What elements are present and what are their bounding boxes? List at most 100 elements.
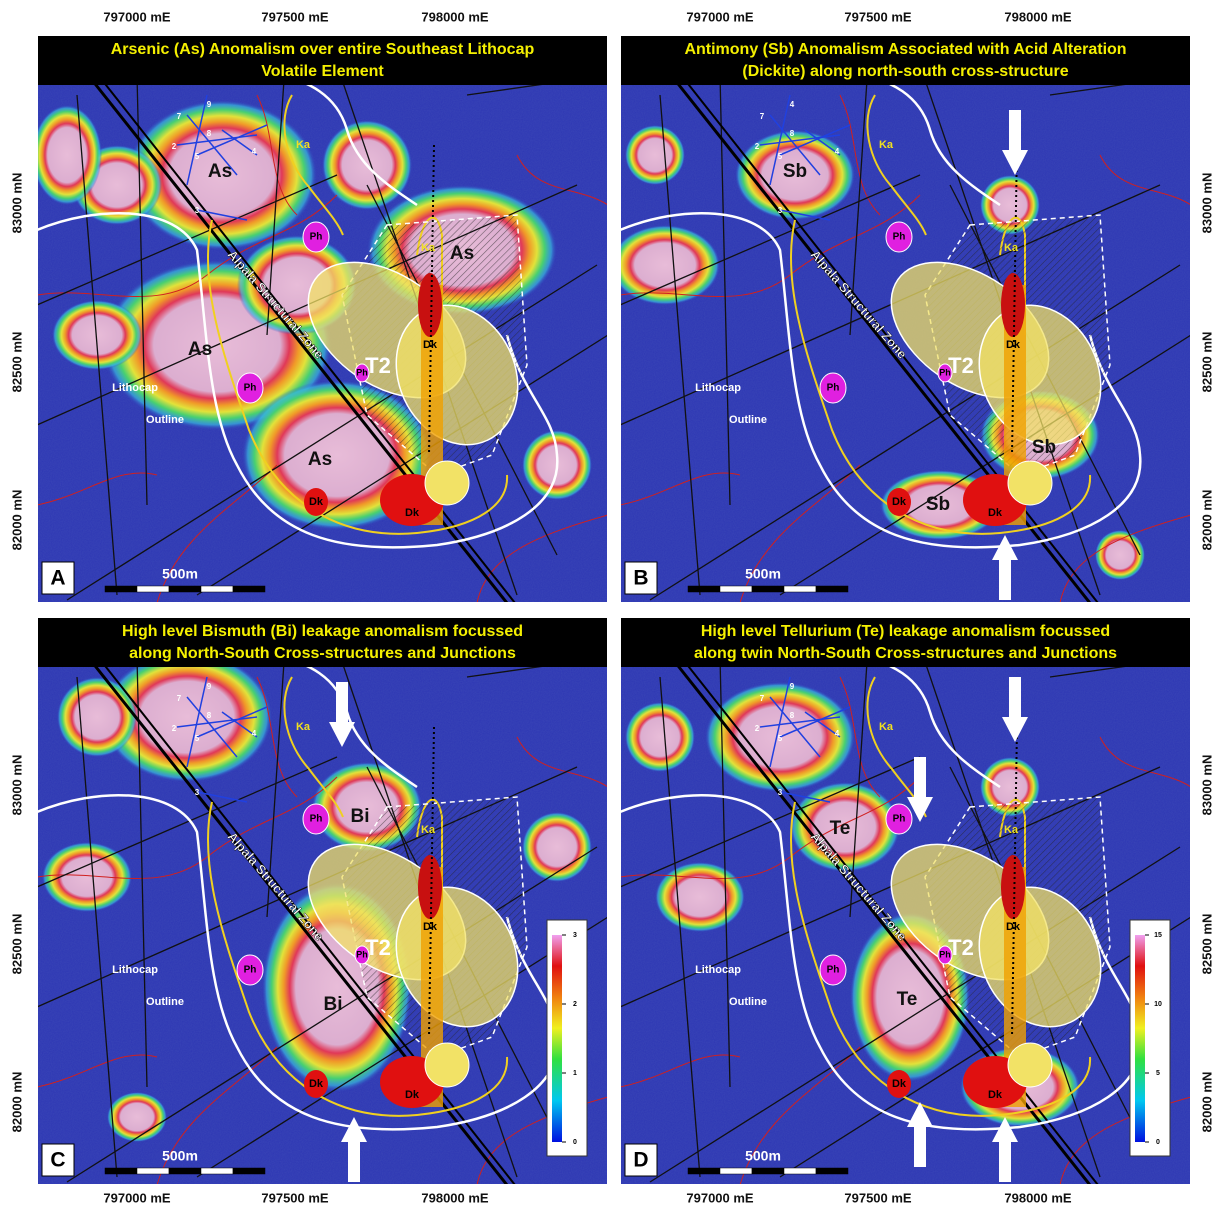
- drill-label: 4: [252, 729, 257, 738]
- anomaly-contour: [57, 677, 137, 757]
- drill-label: 7: [177, 112, 182, 121]
- map-label: Dk: [309, 1078, 324, 1090]
- colorbar-tick-label: 10: [1154, 1001, 1162, 1008]
- panel-title: High level Tellurium (Te) leakage anomal…: [701, 623, 1110, 640]
- scale-bar-segment: [688, 586, 720, 592]
- northing-label: 82000 mN: [9, 490, 24, 551]
- map-label: Ph: [310, 232, 323, 243]
- easting-label: 797000 mE: [686, 1190, 754, 1205]
- drill-label: 8: [207, 129, 212, 138]
- map-label: T2: [948, 935, 974, 960]
- drill-label: 8: [790, 129, 795, 138]
- colorbar-tick-label: 0: [573, 1139, 577, 1146]
- anomaly-contour: [655, 862, 745, 932]
- drill-label: 2: [172, 142, 177, 151]
- colorbar-tick-label: 2: [573, 1001, 577, 1008]
- northing-label: 82500 mN: [1199, 914, 1214, 975]
- panel-letter: C: [50, 1149, 65, 1172]
- map-label: Dk: [309, 496, 324, 508]
- anomaly-contour: [1095, 530, 1145, 580]
- map-label: Dk: [1006, 921, 1021, 933]
- element-label: As: [188, 339, 212, 360]
- map-label: Dk: [988, 1089, 1003, 1101]
- scale-label: 500m: [162, 566, 198, 582]
- map-label: Ph: [827, 965, 840, 976]
- scale-bar-segment: [784, 1168, 816, 1174]
- map-label: Dk: [405, 507, 420, 519]
- drill-label: 2: [755, 142, 760, 151]
- map-label: Ka: [421, 242, 436, 254]
- colorbar-tick-label: 0: [1156, 1139, 1160, 1146]
- element-label: Bi: [324, 994, 343, 1015]
- panel-title: along twin North-South Cross-structures …: [694, 645, 1117, 662]
- drill-label: 9: [207, 682, 212, 691]
- scale-bar-segment: [720, 1168, 752, 1174]
- map-area: 9728543TeTeKaKaPhPhPhDkDkDkT2Alpala Stru…: [620, 617, 1191, 1185]
- panel-title: Antimony (Sb) Anomalism Associated with …: [684, 41, 1126, 58]
- panel-letter: A: [50, 567, 65, 590]
- drill-label: 7: [760, 112, 765, 121]
- dickite-body: [418, 855, 442, 919]
- dickite-body: [1001, 855, 1025, 919]
- northing-label: 83000 mN: [9, 173, 24, 234]
- easting-label: 798000 mE: [421, 1190, 489, 1205]
- easting-label: 798000 mE: [421, 9, 489, 24]
- map-label: Dk: [892, 1078, 907, 1090]
- map-area: 9728543AsAsAsAsKaKaPhPhPhDkDkDkT2Alpala …: [32, 35, 608, 603]
- easting-label: 798000 mE: [1004, 1190, 1072, 1205]
- scale-bar-segment: [752, 1168, 784, 1174]
- colorbar-tick-label: 3: [573, 932, 577, 939]
- scale-bar-segment: [688, 1168, 720, 1174]
- scale-bar-segment: [105, 586, 137, 592]
- northing-label: 82500 mN: [9, 914, 24, 975]
- scale-bar-segment: [720, 586, 752, 592]
- panel-title: (Dickite) along north-south cross-struct…: [742, 63, 1068, 80]
- dickite-body: [425, 1043, 469, 1087]
- element-label: Te: [830, 818, 851, 839]
- map-label: Ka: [1004, 242, 1019, 254]
- scale-bar-segment: [201, 1168, 233, 1174]
- map-label: Dk: [892, 496, 907, 508]
- scale-bar-segment: [169, 586, 201, 592]
- figure: 9728543AsAsAsAsKaKaPhPhPhDkDkDkT2Alpala …: [0, 0, 1219, 1212]
- map-label: Lithocap: [112, 964, 158, 976]
- panel-letter: B: [633, 567, 648, 590]
- element-label: Sb: [783, 161, 807, 182]
- map-panel: 9728543AsAsAsAsKaKaPhPhPhDkDkDkT2Alpala …: [9, 9, 608, 603]
- drill-label: 5: [195, 152, 200, 161]
- northing-label: 83000 mN: [1199, 173, 1214, 234]
- colorbar: [1135, 935, 1145, 1142]
- scale-label: 500m: [745, 1148, 781, 1164]
- easting-label: 797000 mE: [686, 9, 754, 24]
- map-area: 4728543SbSbSbKaKaPhPhPhDkDkDkT2Alpala St…: [610, 35, 1191, 603]
- dickite-body: [425, 461, 469, 505]
- drill-label: 8: [790, 711, 795, 720]
- northing-label: 82500 mN: [1199, 332, 1214, 393]
- drill-label: 5: [195, 734, 200, 743]
- easting-label: 797000 mE: [103, 1190, 171, 1205]
- colorbar-tick-label: 5: [1156, 1070, 1160, 1077]
- drill-label: 9: [790, 682, 795, 691]
- anomaly-contour: [625, 125, 685, 185]
- anomaly-contour: [32, 105, 102, 205]
- drill-label: 7: [177, 694, 182, 703]
- northing-label: 82000 mN: [1199, 1072, 1214, 1133]
- scale-label: 500m: [745, 566, 781, 582]
- scale-bar-segment: [201, 586, 233, 592]
- drill-label: 3: [778, 788, 783, 797]
- map-label: Dk: [423, 339, 438, 351]
- panel-title: High level Bismuth (Bi) leakage anomalis…: [122, 623, 523, 640]
- map-label: Outline: [146, 414, 184, 426]
- scale-bar-segment: [816, 586, 848, 592]
- anomaly-contour: [107, 1092, 167, 1142]
- easting-label: 797500 mE: [844, 1190, 912, 1205]
- scale-bar-segment: [137, 1168, 169, 1174]
- panel-title: along North-South Cross-structures and J…: [129, 645, 516, 662]
- map-label: Ph: [244, 965, 257, 976]
- element-label: As: [208, 161, 232, 182]
- scale-bar-segment: [784, 586, 816, 592]
- map-label: T2: [365, 935, 391, 960]
- dickite-body: [1008, 461, 1052, 505]
- panel-title: Volatile Element: [261, 63, 384, 80]
- map-label: Outline: [729, 414, 767, 426]
